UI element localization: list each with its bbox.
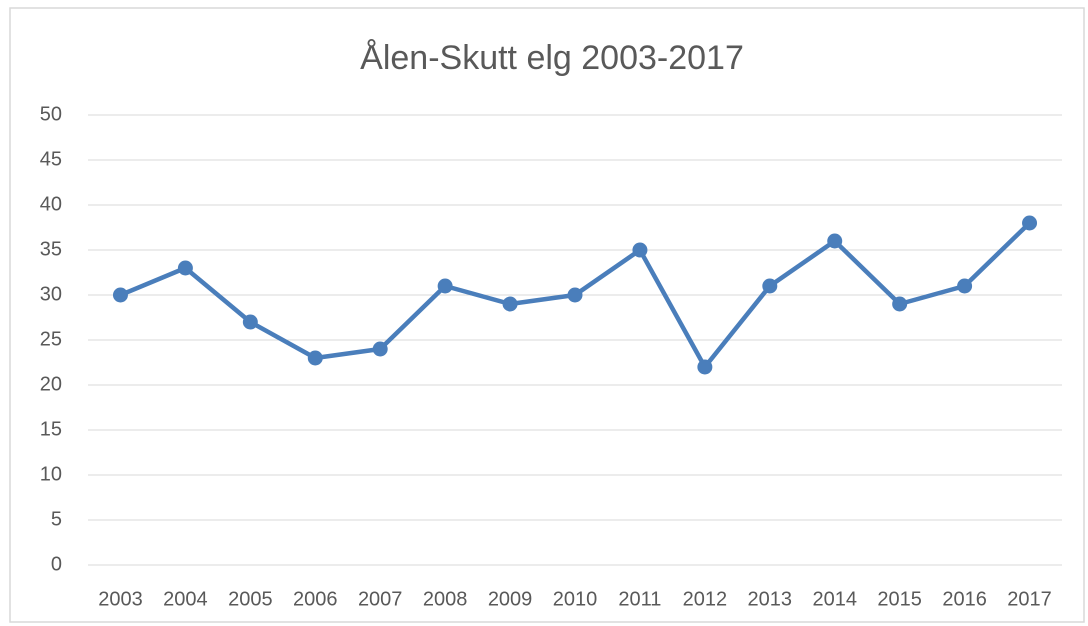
x-tick-label: 2011 — [618, 588, 661, 610]
x-tick-label: 2003 — [98, 588, 143, 610]
y-tick-label: 10 — [40, 463, 62, 485]
x-tick-label: 2008 — [423, 588, 468, 610]
data-point — [892, 296, 908, 312]
y-tick-label: 15 — [40, 418, 62, 440]
chart-title: Ålen-Skutt elg 2003-2017 — [360, 39, 744, 77]
x-tick-label: 2016 — [942, 588, 987, 610]
data-point — [307, 350, 323, 366]
x-tick-label: 2006 — [293, 588, 338, 610]
y-tick-label: 0 — [51, 553, 62, 575]
data-point — [502, 296, 518, 312]
x-tick-label: 2014 — [812, 588, 857, 610]
y-tick-label: 20 — [40, 373, 62, 395]
x-tick-label: 2005 — [228, 588, 273, 610]
x-tick-label: 2007 — [358, 588, 403, 610]
data-point — [1022, 215, 1038, 231]
data-point — [372, 341, 388, 357]
x-tick-label: 2004 — [163, 588, 208, 610]
data-point — [567, 287, 583, 303]
x-tick-label: 2015 — [877, 588, 922, 610]
y-tick-label: 30 — [40, 283, 62, 305]
y-tick-label: 45 — [40, 148, 62, 170]
data-point — [242, 314, 258, 330]
x-tick-label: 2017 — [1007, 588, 1052, 610]
data-point — [437, 278, 453, 294]
x-tick-label: 2013 — [748, 588, 793, 610]
y-tick-label: 40 — [40, 193, 62, 215]
x-tick-label: 2009 — [488, 588, 533, 610]
x-tick-label: 2010 — [553, 588, 598, 610]
data-point — [957, 278, 973, 294]
data-point — [632, 242, 648, 258]
data-point — [177, 260, 193, 276]
y-tick-label: 5 — [51, 508, 62, 530]
y-tick-label: 35 — [40, 238, 62, 260]
x-tick-label: 2012 — [683, 588, 728, 610]
y-tick-label: 25 — [40, 328, 62, 350]
y-tick-label: 50 — [40, 103, 62, 125]
data-point — [827, 233, 843, 249]
data-point — [112, 287, 128, 303]
data-point — [697, 359, 713, 375]
chart-frame — [9, 7, 1085, 623]
data-point — [762, 278, 778, 294]
